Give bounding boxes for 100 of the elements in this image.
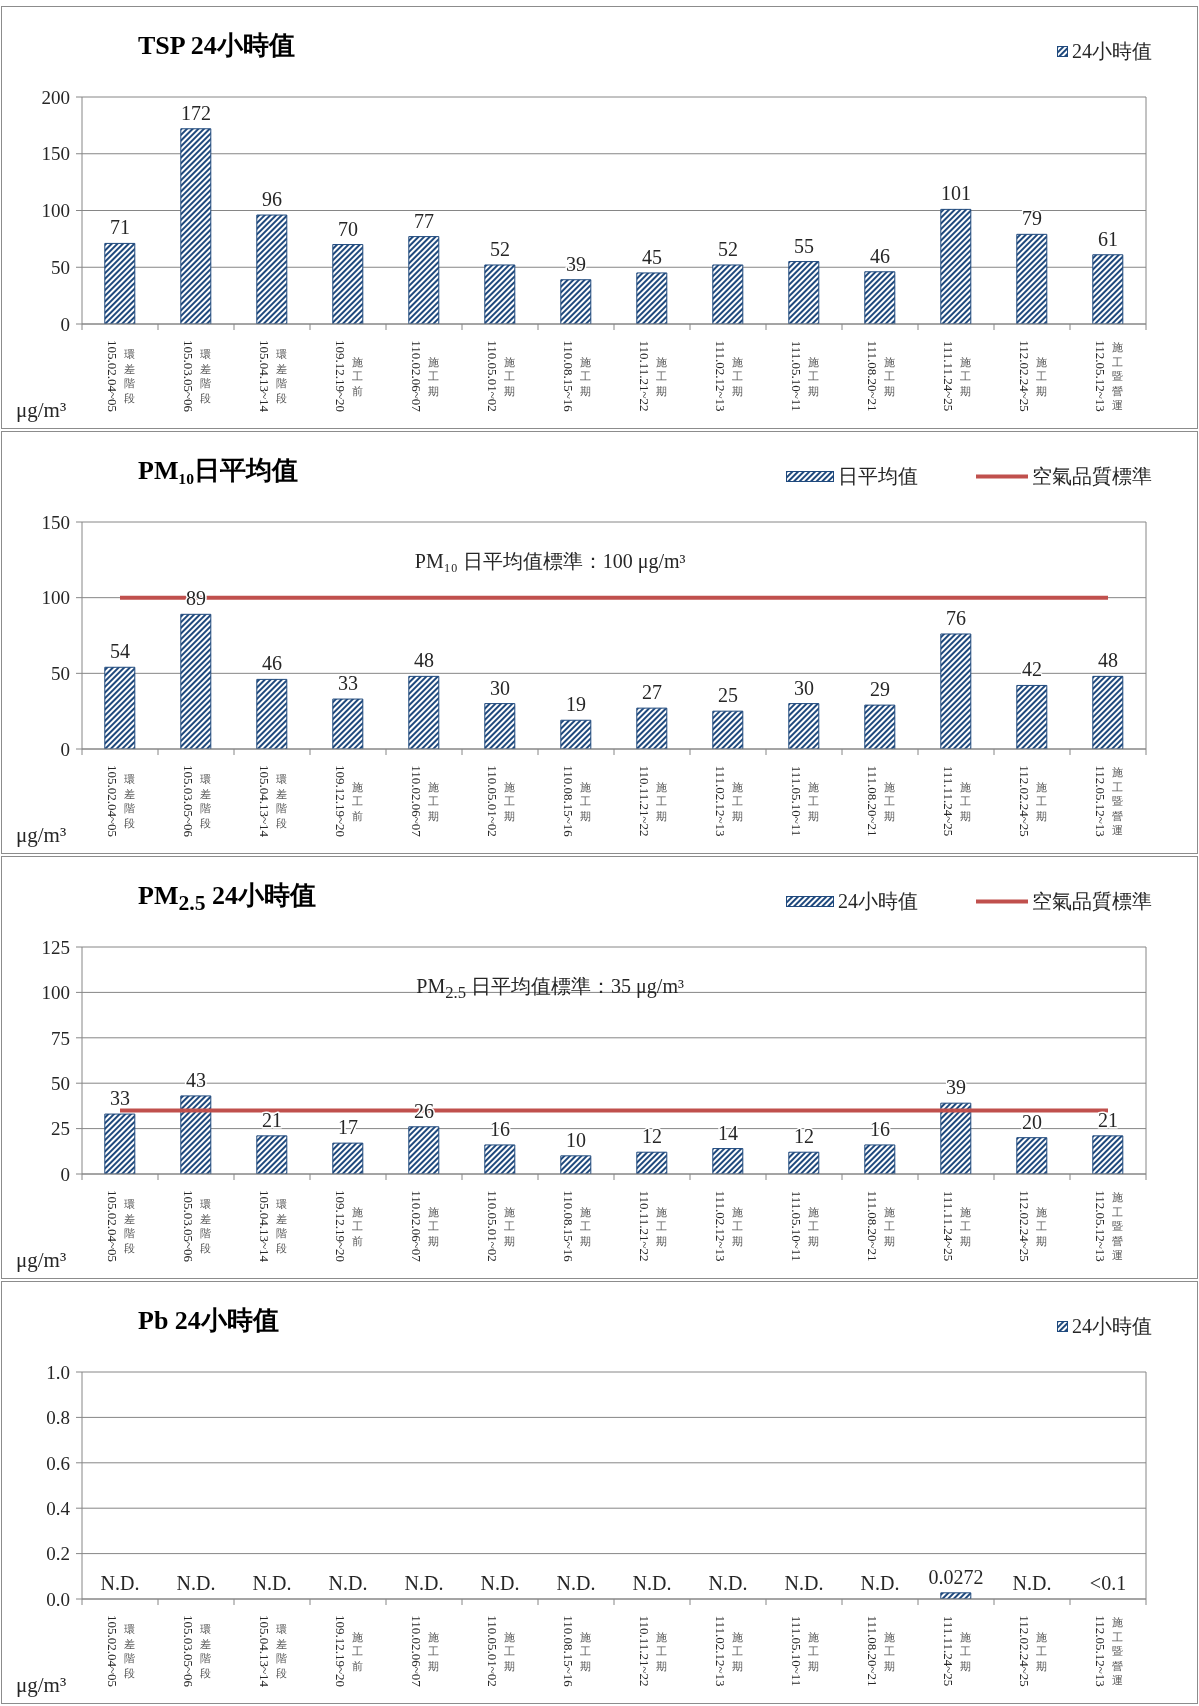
data-label: 16 [870,1117,890,1140]
data-label: 42 [1022,658,1042,681]
bar [940,633,972,749]
data-label: 43 [186,1068,206,1091]
bar [940,1102,972,1174]
chart-title: PM₁₀日平均值 [138,456,299,486]
bar [104,242,136,324]
y-tick-label: 1.0 [46,1361,70,1383]
y-axis-title: μg/m³ [16,1247,67,1273]
bar [560,1155,592,1174]
text: N.D. [404,1572,444,1594]
bar [1092,1135,1124,1174]
bar [712,1148,744,1174]
chart-title: TSP 24小時值 [138,31,295,61]
bar [636,1151,668,1174]
data-label: 25 [718,684,738,707]
bar [484,703,516,749]
y-tick-label: 0 [60,313,70,335]
data-label: 21 [262,1108,282,1131]
y-tick-label: 50 [51,256,70,278]
data-label: 30 [794,676,814,699]
bar [712,264,744,324]
data-label: 45 [642,245,662,268]
data-label: 33 [110,1087,130,1110]
bar [560,719,592,749]
y-tick-label: 200 [41,86,70,108]
data-label: 29 [870,678,890,701]
text: N.D. [708,1572,748,1594]
y-tick-label: 125 [41,936,70,958]
data-label: 71 [110,216,130,239]
text: N.D. [860,1572,900,1594]
y-tick-label: 100 [41,982,70,1004]
y-tick-label: 50 [51,1072,70,1094]
bar [332,1142,364,1174]
y-tick-label: 50 [51,663,70,685]
bar [864,271,896,324]
text: N.D. [556,1572,596,1594]
bar [864,704,896,749]
bar [180,128,212,324]
y-tick-label: 150 [41,511,70,533]
y-tick-label: 0.4 [46,1497,71,1519]
y-tick-label: 0.8 [46,1407,70,1429]
data-label: 61 [1098,227,1118,250]
bar [256,1135,288,1174]
bar [788,261,820,324]
y-axis-title: μg/m³ [16,822,67,848]
bar [104,666,136,749]
data-label: 30 [490,676,510,699]
data-label: 70 [338,217,358,240]
text: N.D. [1012,1572,1052,1594]
bar [636,272,668,324]
data-label: 54 [110,640,130,663]
text: N.D. [784,1572,824,1594]
bar [636,707,668,749]
bar [1092,675,1124,749]
bar [788,1151,820,1174]
data-label: 14 [718,1121,738,1144]
bar [180,1095,212,1174]
y-tick-label: 0.2 [46,1543,70,1565]
bar [1016,684,1048,749]
data-label: 172 [181,101,211,124]
bar [940,208,972,324]
text: N.D. [176,1572,216,1594]
data-label: 46 [262,652,282,675]
legend-label: 24小時值 [838,889,918,913]
chart-title: PM$_{2.5}$ 24小時值 [138,881,316,918]
legend-label: 24小時值 [1072,39,1152,63]
data-label: 96 [262,188,282,211]
data-label: 12 [794,1125,814,1148]
y-axis-title: μg/m³ [16,397,67,423]
y-tick-label: 100 [41,587,70,609]
data-label: 10 [566,1128,586,1151]
y-axis-title: μg/m³ [16,1672,67,1698]
legend-label: 空氣品質標準 [1032,464,1152,488]
bar [1016,1137,1048,1174]
data-label: 33 [338,672,358,695]
data-label: 21 [1098,1108,1118,1131]
data-label: 12 [642,1125,662,1148]
annotation: PM$_{2.5}$ 日平均值標準：35 μg/m³ [416,974,684,1004]
text: N.D. [632,1572,672,1594]
y-tick-label: 0.6 [46,1452,70,1474]
data-label: 39 [946,1076,966,1099]
data-label: 52 [718,237,738,260]
data-label: 0.0272 [928,1565,984,1588]
y-tick-label: 150 [41,143,70,165]
y-tick-label: 0 [60,738,70,760]
y-tick-label: 0.0 [46,1588,70,1610]
y-tick-label: 0 [60,1163,70,1185]
data-label: 16 [490,1117,510,1140]
data-label: 48 [414,649,434,672]
bar [408,675,440,749]
text: N.D. [480,1572,520,1594]
text: N.D. [100,1572,140,1594]
text: N.D. [328,1572,368,1594]
bar [332,698,364,749]
data-label: 39 [566,252,586,275]
data-label: 52 [490,237,510,260]
legend-label: 24小時值 [1072,1314,1152,1338]
bar [788,703,820,749]
data-label: 20 [1022,1110,1042,1133]
